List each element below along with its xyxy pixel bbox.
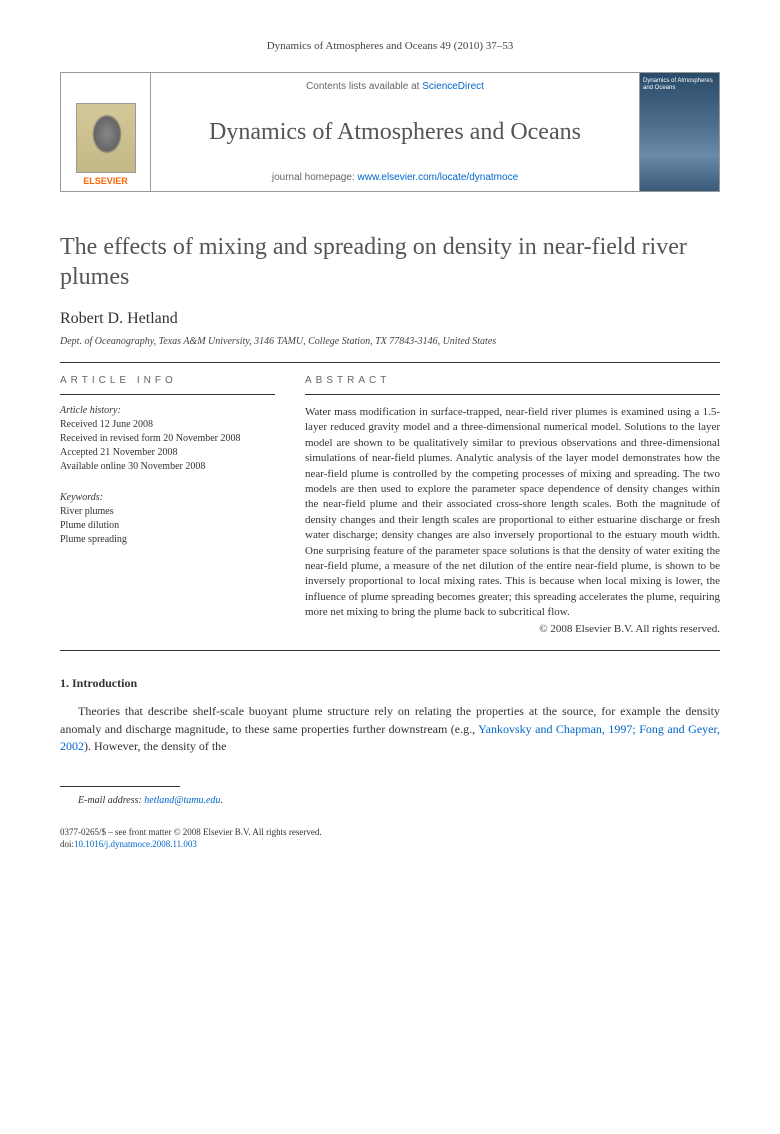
- homepage-prefix: journal homepage:: [272, 172, 358, 183]
- corresponding-email-line: E-mail address: hetland@tamu.edu.: [60, 795, 720, 806]
- keywords-label: Keywords:: [60, 492, 275, 503]
- keyword-item: Plume dilution: [60, 519, 275, 533]
- contents-available-line: Contents lists available at ScienceDirec…: [161, 81, 629, 92]
- author-name: Robert D. Hetland: [60, 310, 720, 328]
- history-revised: Received in revised form 20 November 200…: [60, 432, 275, 446]
- history-received: Received 12 June 2008: [60, 418, 275, 432]
- footnote-divider: [60, 786, 180, 787]
- journal-masthead: ELSEVIER Contents lists available at Sci…: [60, 72, 720, 192]
- contents-prefix: Contents lists available at: [306, 81, 422, 92]
- sciencedirect-link[interactable]: ScienceDirect: [422, 81, 484, 92]
- journal-center-block: Contents lists available at ScienceDirec…: [151, 73, 639, 191]
- history-online: Available online 30 November 2008: [60, 460, 275, 474]
- doi-link[interactable]: 10.1016/j.dynatmoce.2008.11.003: [74, 839, 197, 849]
- doi-line: doi:10.1016/j.dynatmoce.2008.11.003: [60, 838, 720, 851]
- introduction-heading: 1. Introduction: [60, 676, 720, 691]
- keyword-item: River plumes: [60, 505, 275, 519]
- publisher-name: ELSEVIER: [83, 176, 128, 186]
- intro-text-post: ). However, the density of the: [84, 739, 226, 753]
- introduction-paragraph: Theories that describe shelf-scale buoya…: [60, 703, 720, 755]
- journal-title: Dynamics of Atmospheres and Oceans: [161, 118, 629, 147]
- history-label: Article history:: [60, 405, 275, 416]
- abstract-text: Water mass modification in surface-trapp…: [305, 405, 720, 620]
- abstract-heading: ABSTRACT: [305, 363, 720, 395]
- abstract-column: ABSTRACT Water mass modification in surf…: [305, 363, 720, 635]
- homepage-link[interactable]: www.elsevier.com/locate/dynatmoce: [358, 172, 519, 183]
- cover-thumb-title: Dynamics of Atmospheres and Oceans: [643, 78, 716, 91]
- running-header: Dynamics of Atmospheres and Oceans 49 (2…: [60, 40, 720, 52]
- abstract-copyright: © 2008 Elsevier B.V. All rights reserved…: [305, 623, 720, 635]
- front-matter-block: 0377-0265/$ – see front matter © 2008 El…: [60, 826, 720, 851]
- history-accepted: Accepted 21 November 2008: [60, 446, 275, 460]
- divider: [60, 650, 720, 651]
- article-info-heading: ARTICLE INFO: [60, 363, 275, 395]
- doi-label: doi:: [60, 839, 74, 849]
- email-label: E-mail address:: [78, 795, 144, 806]
- issn-copyright-line: 0377-0265/$ – see front matter © 2008 El…: [60, 826, 720, 839]
- article-info-column: ARTICLE INFO Article history: Received 1…: [60, 363, 275, 635]
- publisher-logo: ELSEVIER: [61, 73, 151, 191]
- homepage-line: journal homepage: www.elsevier.com/locat…: [161, 172, 629, 183]
- email-link[interactable]: hetland@tamu.edu: [144, 795, 220, 806]
- author-affiliation: Dept. of Oceanography, Texas A&M Univers…: [60, 336, 720, 347]
- journal-cover-thumbnail: Dynamics of Atmospheres and Oceans: [639, 73, 719, 191]
- keyword-item: Plume spreading: [60, 533, 275, 547]
- article-title: The effects of mixing and spreading on d…: [60, 232, 720, 292]
- info-abstract-columns: ARTICLE INFO Article history: Received 1…: [60, 363, 720, 635]
- elsevier-tree-icon: [76, 103, 136, 173]
